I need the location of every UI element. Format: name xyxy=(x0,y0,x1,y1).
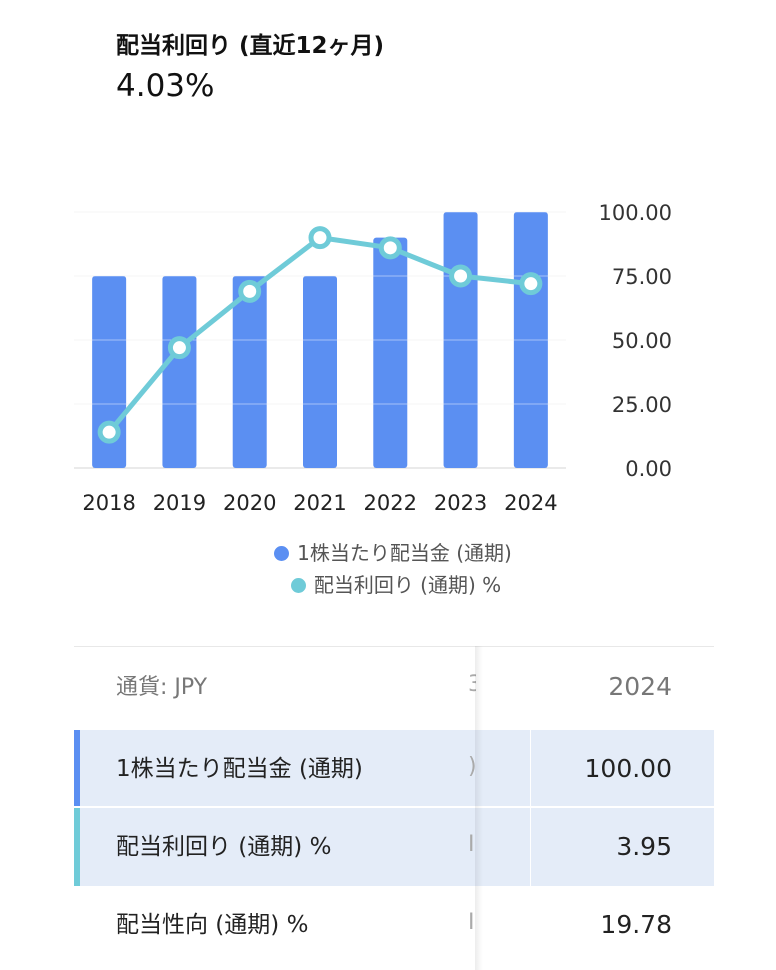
yield-point-2022 xyxy=(378,236,402,260)
table-row-payout-ratio[interactable]: 配当性向 (通期) % I 19.78 xyxy=(74,886,714,964)
yield-point-2024 xyxy=(519,272,543,296)
dividend-chart: 100.00 75.00 50.00 25.00 0.00 2018 2019 2020 202… xyxy=(74,201,672,515)
series-color-bar xyxy=(74,730,80,808)
x-tick-label: 2019 xyxy=(153,491,206,515)
row-value: 100.00 xyxy=(584,754,672,783)
partial-prev-year-header: 3 xyxy=(468,672,476,697)
bar-2022 xyxy=(373,237,408,468)
dividend-table: 通貨: JPY 3 2024 1株当たり配当金 (通期) ) 100.00 配当… xyxy=(74,646,714,970)
bar-2020 xyxy=(232,276,267,468)
x-tick-label: 2020 xyxy=(223,491,276,515)
partial-prev-year-cell: I xyxy=(468,910,475,935)
currency-label: 通貨: JPY xyxy=(116,675,208,700)
x-tick-label: 2021 xyxy=(293,491,346,515)
x-tick-label: 2024 xyxy=(504,491,557,515)
bar-2021 xyxy=(303,276,337,468)
partial-prev-year-cell: I xyxy=(468,832,475,857)
legend-item-dividend-per-share[interactable]: 1株当たり配当金 (通期) xyxy=(5,537,776,566)
legend-item-dividend-yield[interactable]: 配当利回り (通期) % xyxy=(8,569,776,598)
table-header-row: 通貨: JPY 3 2024 xyxy=(74,646,714,724)
table-row-dividend-yield[interactable]: 配当利回り (通期) % I 3.95 xyxy=(74,808,714,886)
column-divider xyxy=(530,730,531,886)
table-top-divider xyxy=(74,646,714,647)
row-value: 3.95 xyxy=(616,832,672,861)
bar-series-dot-icon xyxy=(274,546,290,561)
y-tick-label: 75.00 xyxy=(612,265,672,289)
row-value: 19.78 xyxy=(600,910,672,939)
legend-label: 配当利回り (通期) % xyxy=(313,573,502,597)
x-tick-label: 2022 xyxy=(364,491,417,515)
x-tick-label: 2018 xyxy=(82,491,135,515)
row-label: 配当性向 (通期) % xyxy=(116,912,309,938)
y-tick-label: 50.00 xyxy=(612,329,672,353)
row-divider xyxy=(74,806,714,808)
yield-point-2019 xyxy=(167,336,191,360)
series-color-bar xyxy=(74,808,80,886)
yield-point-2023 xyxy=(449,264,473,288)
y-tick-label: 0.00 xyxy=(625,457,672,481)
yield-point-2020 xyxy=(238,279,262,303)
row-label: 配当利回り (通期) % xyxy=(116,834,332,860)
x-tick-label: 2023 xyxy=(434,491,487,515)
dividend-yield-title: 配当利回り (直近12ヶ月) xyxy=(116,33,385,59)
y-tick-label: 100.00 xyxy=(599,201,672,225)
yield-point-2018 xyxy=(97,420,121,444)
row-label: 1株当たり配当金 (通期) xyxy=(116,756,363,782)
y-tick-label: 25.00 xyxy=(612,393,672,417)
dividend-yield-value: 4.03% xyxy=(116,68,215,104)
bar-2019 xyxy=(162,276,197,468)
year-column-header[interactable]: 2024 xyxy=(608,672,672,701)
legend-label: 1株当たり配当金 (通期) xyxy=(297,541,512,565)
frozen-column-shadow xyxy=(475,646,483,970)
line-series-dot-icon xyxy=(290,578,306,593)
table-row-dividend-per-share[interactable]: 1株当たり配当金 (通期) ) 100.00 xyxy=(74,730,714,808)
partial-prev-year-cell: ) xyxy=(468,754,476,779)
yield-point-2021 xyxy=(308,226,332,250)
